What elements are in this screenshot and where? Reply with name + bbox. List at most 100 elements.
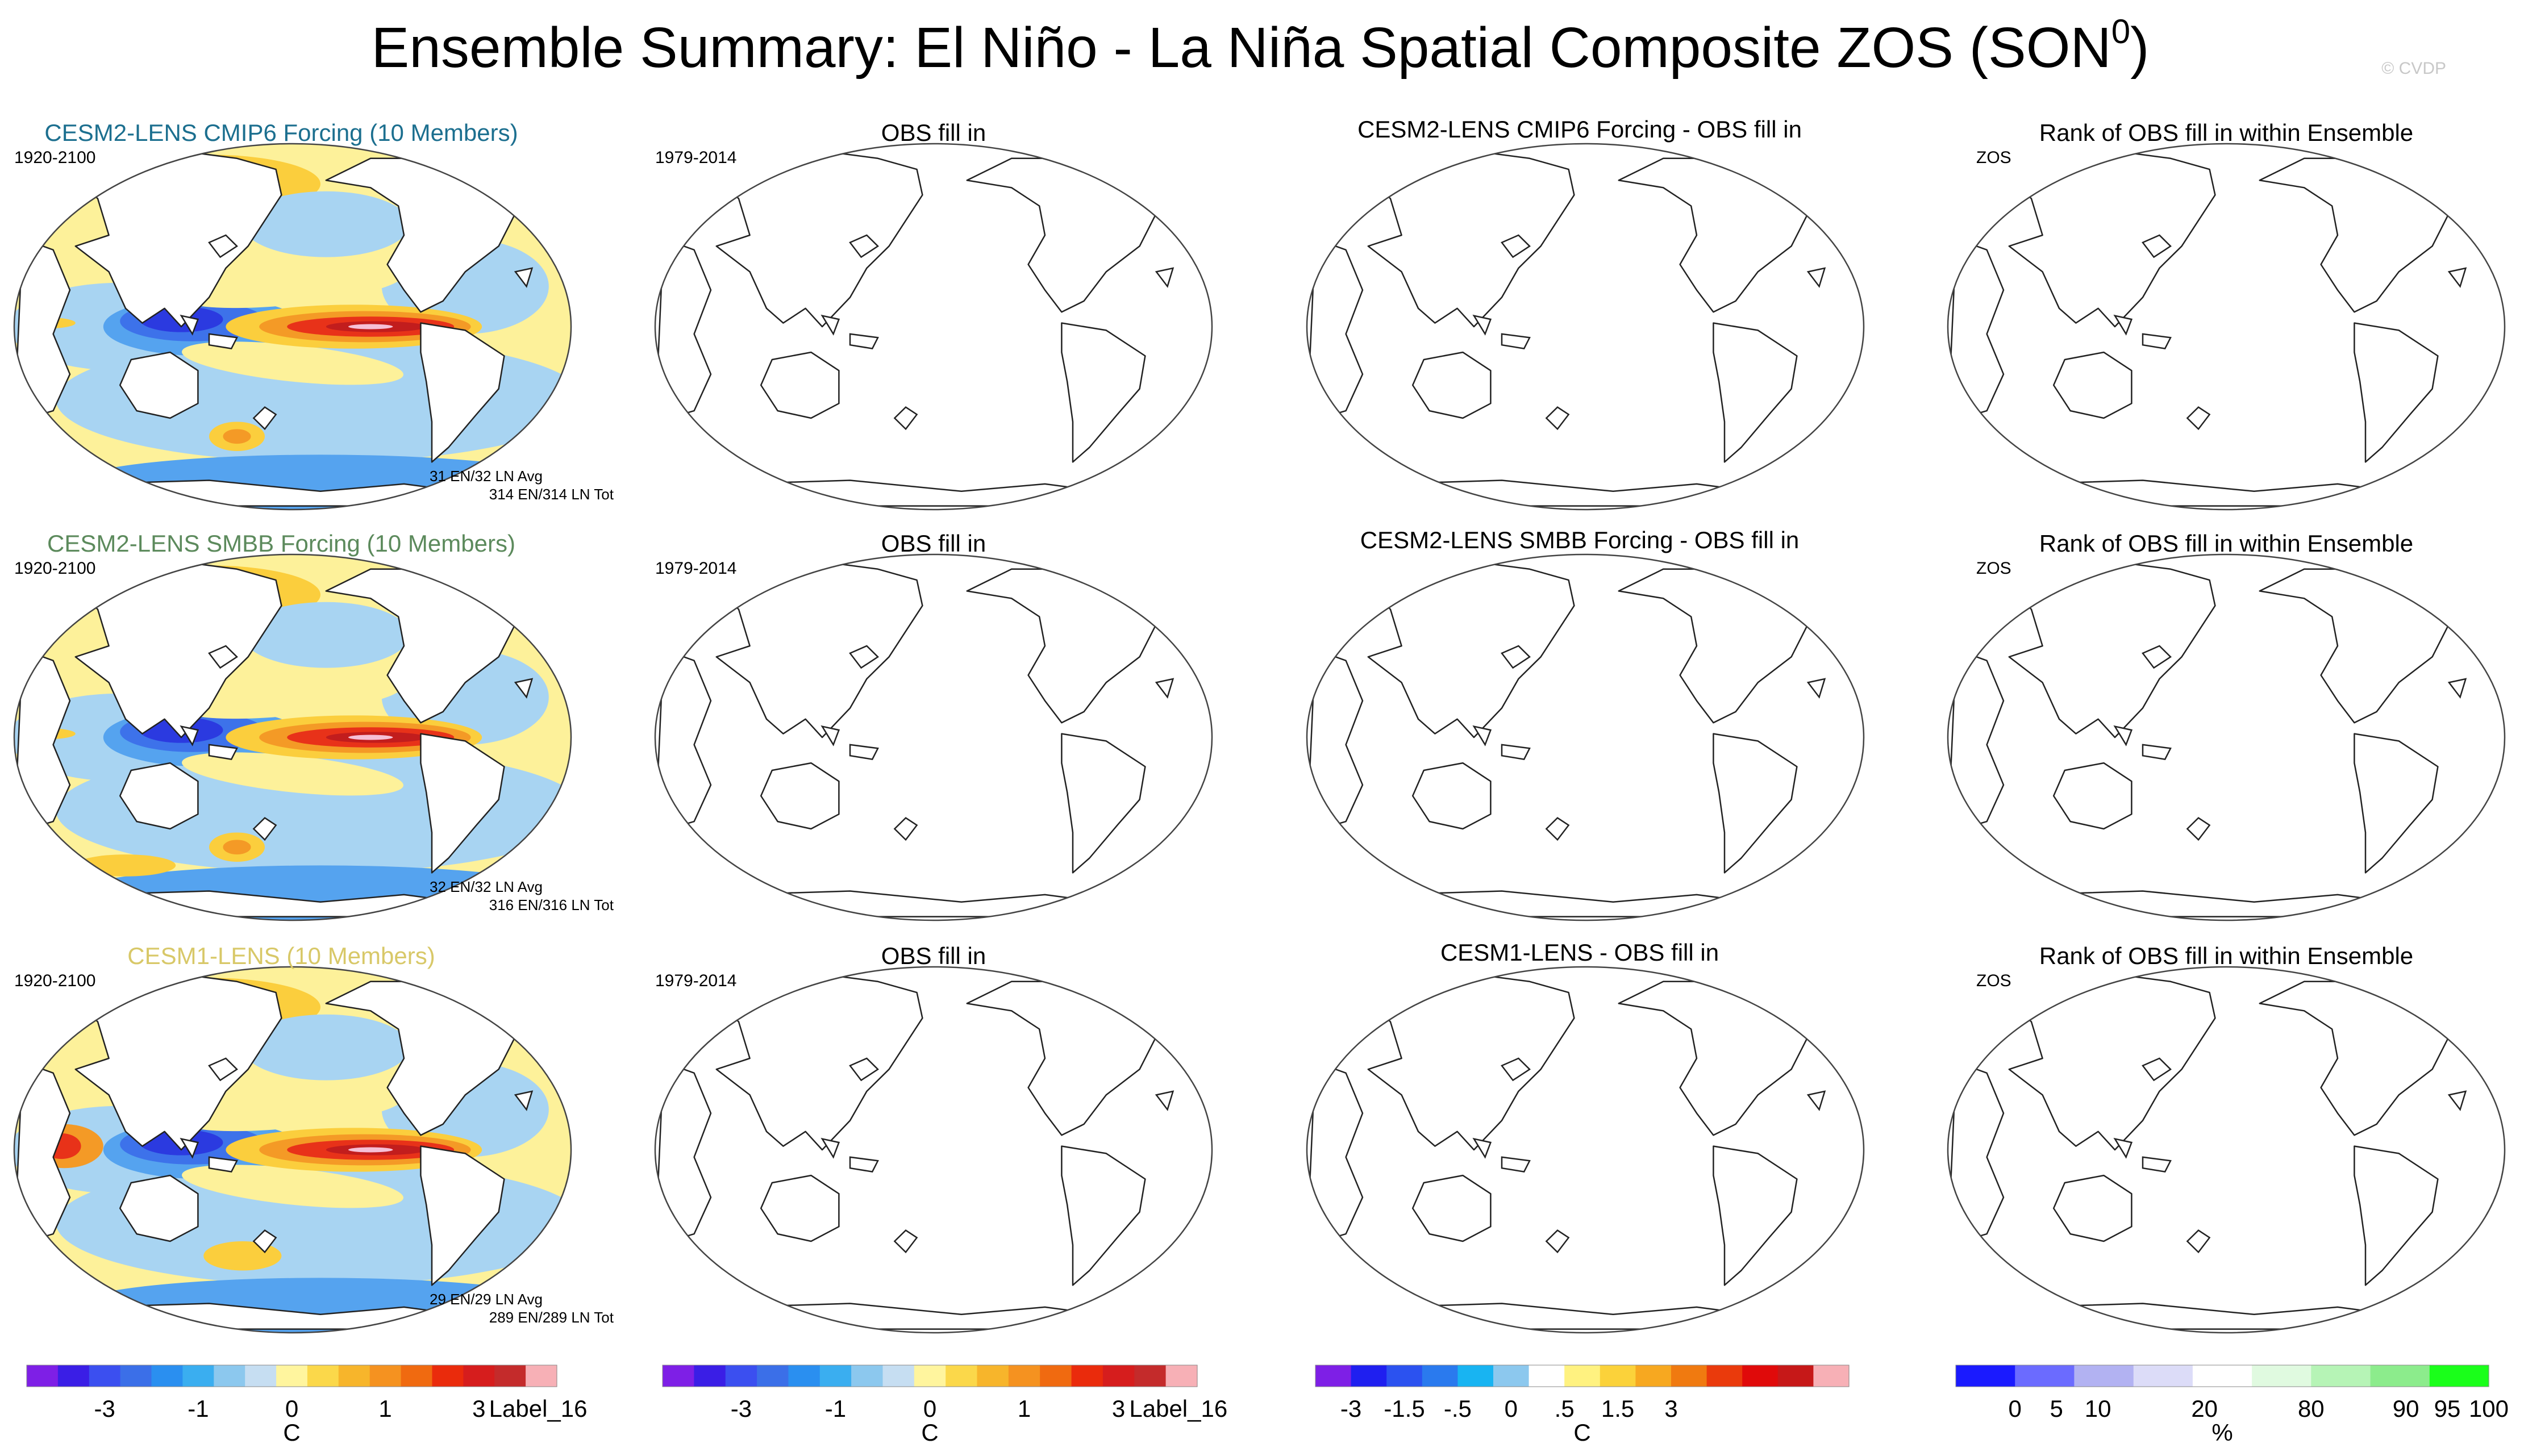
panel-grid: CESM2-LENS CMIP6 Forcing (10 Members) 192… bbox=[13, 116, 2506, 1334]
continent-greenland bbox=[1757, 970, 1804, 1012]
continent-samerica bbox=[1713, 733, 1798, 874]
continent-antarctica bbox=[1384, 890, 1754, 917]
colorbar-tick-label: 0 bbox=[285, 1395, 298, 1422]
colorbar-box bbox=[1777, 1365, 1814, 1387]
panel-title: OBS fill in bbox=[881, 530, 986, 557]
panel-title: CESM2-LENS SMBB Forcing - OBS fill in bbox=[1360, 527, 1800, 553]
continents bbox=[1950, 970, 2467, 1330]
colorbar-outline bbox=[1955, 1365, 2489, 1387]
field-northpac-ridge bbox=[182, 265, 403, 308]
field-northpac-ridge bbox=[182, 1088, 403, 1132]
map-panel: CESM2-LENS SMBB Forcing - OBS fill in bbox=[1306, 527, 1865, 921]
panel-left-label: ZOS bbox=[1976, 559, 2011, 578]
colorbar-tick-label: 80 bbox=[2298, 1395, 2325, 1422]
colorbar-box bbox=[1315, 1365, 1352, 1387]
watermark: © CVDP bbox=[2381, 59, 2446, 78]
figure-title-superscript: 0 bbox=[2111, 12, 2130, 51]
map-panel: Rank of OBS fill in within Ensemble ZOS bbox=[1947, 119, 2506, 511]
colorbar-box bbox=[1008, 1365, 1040, 1387]
colorbar-tick-label: 100 bbox=[2469, 1395, 2509, 1422]
colorbar-box bbox=[1351, 1365, 1387, 1387]
continents bbox=[1309, 970, 1826, 1330]
island bbox=[2142, 333, 2172, 349]
continent-australia bbox=[1411, 1174, 1492, 1242]
field-enso-core bbox=[348, 735, 393, 740]
continent-australia bbox=[1411, 351, 1492, 419]
island bbox=[208, 645, 238, 669]
colorbar-box bbox=[725, 1365, 757, 1387]
island bbox=[2142, 645, 2172, 669]
colorbar-box bbox=[214, 1365, 245, 1387]
island bbox=[252, 406, 277, 431]
continent-samerica bbox=[1061, 1145, 1146, 1286]
island bbox=[849, 234, 879, 258]
field-southpac-ridge bbox=[182, 752, 403, 796]
map-frame bbox=[1947, 553, 2506, 921]
field-southpac-orange bbox=[223, 429, 251, 444]
island bbox=[514, 267, 534, 288]
colorbar-box bbox=[663, 1365, 694, 1387]
colorbar-tick-label: -1 bbox=[825, 1395, 846, 1422]
colorbar-tick-label: -3 bbox=[731, 1395, 752, 1422]
colorbar-tick-label: 1 bbox=[378, 1395, 391, 1422]
map-panel: CESM2-LENS CMIP6 Forcing - OBS fill in bbox=[1306, 116, 1865, 511]
panel-title: CESM1-LENS - OBS fill in bbox=[1440, 939, 1719, 966]
continent-samerica bbox=[2354, 733, 2439, 874]
continent-eurasia bbox=[1997, 561, 2216, 739]
continent-australia bbox=[1411, 762, 1492, 830]
continent-africa bbox=[1950, 649, 2005, 830]
colorbar-tick-label: Label_16 bbox=[489, 1395, 588, 1422]
island bbox=[2447, 678, 2467, 699]
colorbar-tick-label: -1.5 bbox=[1384, 1395, 1425, 1422]
continent-antarctica bbox=[732, 479, 1102, 507]
continent-samerica bbox=[2354, 322, 2439, 463]
panel-left-label: 1920-2100 bbox=[14, 148, 95, 167]
colorbar-box bbox=[694, 1365, 726, 1387]
field-southpac-orange bbox=[223, 840, 251, 855]
map-panel: Rank of OBS fill in within Ensemble ZOS bbox=[1947, 942, 2506, 1334]
field-northpac-ridge bbox=[182, 675, 403, 719]
colorbar-box bbox=[946, 1365, 978, 1387]
map-frame bbox=[13, 143, 572, 511]
continent-namerica bbox=[1618, 157, 1809, 313]
colorbar-tick-label: 1 bbox=[1018, 1395, 1031, 1422]
colorbar-box bbox=[526, 1365, 557, 1387]
panel-stat-avg: 31 EN/32 LN Avg bbox=[430, 468, 543, 485]
colorbar-tick-label: 5 bbox=[2050, 1395, 2063, 1422]
island bbox=[208, 333, 238, 349]
field-enso-core bbox=[348, 1147, 393, 1153]
continent-africa bbox=[1309, 649, 1364, 830]
colorbar-box bbox=[788, 1365, 820, 1387]
panel-title: CESM2-LENS CMIP6 Forcing - OBS fill in bbox=[1357, 116, 1802, 143]
island bbox=[1501, 1057, 1531, 1082]
field-southpac-ridge bbox=[182, 1165, 403, 1208]
panel-title: Rank of OBS fill in within Ensemble bbox=[2039, 942, 2413, 969]
island bbox=[1545, 817, 1570, 841]
colorbar-tick-label: 3 bbox=[472, 1395, 485, 1422]
colorbar-tick-label: 20 bbox=[2191, 1395, 2218, 1422]
colorbar-box bbox=[1564, 1365, 1601, 1387]
zos-anomaly-field bbox=[14, 967, 571, 1333]
colorbar-box bbox=[1671, 1365, 1707, 1387]
colorbar-row: -3 -1 0 1 3 Label_16C-3 -1 0 1 3 Label_16C-3 -1.5 -.… bbox=[26, 1365, 2509, 1446]
colorbar-box bbox=[914, 1365, 946, 1387]
continent-africa bbox=[657, 238, 712, 419]
colorbar-box bbox=[27, 1365, 59, 1387]
continent-namerica bbox=[2259, 568, 2450, 724]
continent-eurasia bbox=[704, 150, 923, 328]
continents bbox=[1309, 557, 1826, 917]
map-frame bbox=[1306, 553, 1865, 921]
composite-colorbar-2: -3 -1 0 1 3 Label_16 C bbox=[662, 1365, 1227, 1446]
colorbar-box bbox=[2015, 1365, 2075, 1387]
colorbar-unit-label: C bbox=[283, 1419, 300, 1446]
colorbar-box bbox=[1956, 1365, 2015, 1387]
colorbar-box bbox=[1071, 1365, 1103, 1387]
colorbar-unit-label: C bbox=[1573, 1419, 1590, 1446]
continent-australia bbox=[760, 351, 840, 419]
continents bbox=[1950, 147, 2467, 507]
colorbar-box bbox=[2252, 1365, 2311, 1387]
colorbar-box bbox=[1493, 1365, 1530, 1387]
colorbar-box bbox=[151, 1365, 183, 1387]
colorbar-box bbox=[1813, 1365, 1850, 1387]
